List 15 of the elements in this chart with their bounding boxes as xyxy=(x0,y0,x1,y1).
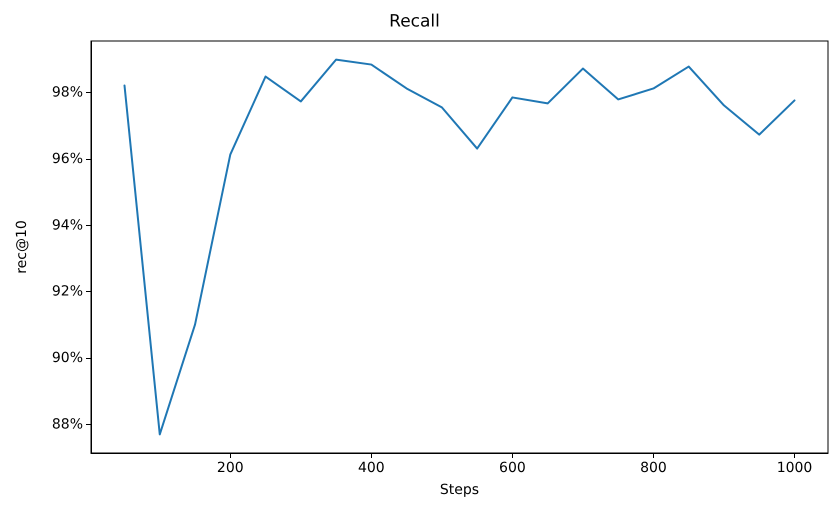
y-tick-label: 90% xyxy=(52,350,83,366)
x-tick-label: 400 xyxy=(358,460,385,476)
x-tick-label: 600 xyxy=(499,460,526,476)
x-axis-title: Steps xyxy=(440,482,480,498)
y-axis-title: rec@10 xyxy=(14,220,30,274)
line-series xyxy=(124,58,796,436)
y-tick-label: 92% xyxy=(52,284,83,300)
y-tick-label: 88% xyxy=(52,416,83,432)
y-tick-label: 98% xyxy=(52,84,83,100)
y-tick-label: 96% xyxy=(52,150,83,167)
y-tick-label: 94% xyxy=(52,217,83,234)
chart-title: Recall xyxy=(389,12,440,32)
x-tick-label: 1000 xyxy=(776,460,812,476)
x-tick-label: 800 xyxy=(640,460,667,476)
x-tick-label: 200 xyxy=(216,460,244,476)
